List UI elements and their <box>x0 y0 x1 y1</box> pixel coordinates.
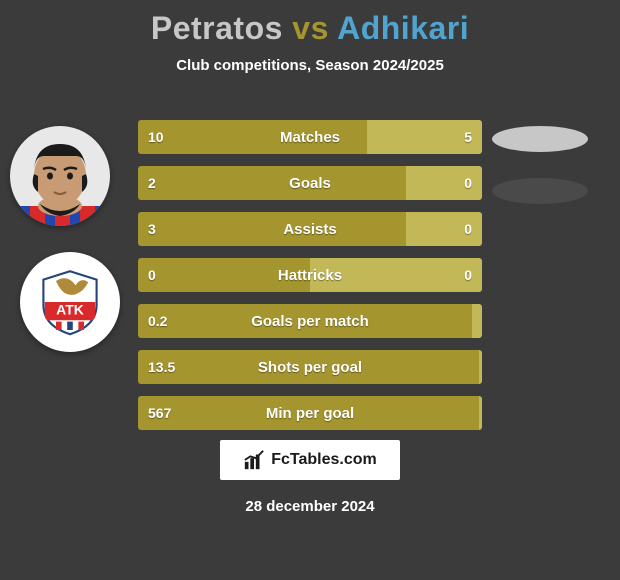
stat-label: Shots per goal <box>138 350 482 384</box>
badge-text: ATK <box>56 302 84 318</box>
club-badge: ATK <box>20 252 120 352</box>
page-title: Petratos vs Adhikari <box>0 0 620 47</box>
stat-row: Shots per goal13.5 <box>138 350 482 384</box>
stat-value-right: 0 <box>464 166 472 200</box>
stat-label: Matches <box>138 120 482 154</box>
badge-icon: ATK <box>35 267 105 337</box>
stat-label: Min per goal <box>138 396 482 430</box>
stat-value-right: 0 <box>464 212 472 246</box>
stat-label: Goals per match <box>138 304 482 338</box>
stat-value-right: 0 <box>464 258 472 292</box>
accent-ellipse <box>492 126 588 152</box>
stat-label: Goals <box>138 166 482 200</box>
stat-value-left: 0 <box>148 258 156 292</box>
stat-value-left: 567 <box>148 396 171 430</box>
footer-logo: FcTables.com <box>220 440 400 480</box>
stat-row: Min per goal567 <box>138 396 482 430</box>
comparison-infographic: Petratos vs Adhikari Club competitions, … <box>0 0 620 580</box>
avatar-icon <box>10 126 110 226</box>
player-avatar <box>10 126 110 226</box>
stat-value-left: 10 <box>148 120 164 154</box>
stat-value-left: 2 <box>148 166 156 200</box>
title-player-left: Petratos <box>151 10 283 46</box>
stat-row: Hattricks0 0 <box>138 258 482 292</box>
stat-row: Goals2 0 <box>138 166 482 200</box>
stat-value-right: 5 <box>464 120 472 154</box>
stat-label: Assists <box>138 212 482 246</box>
stat-row: Assists3 0 <box>138 212 482 246</box>
accent-ellipse <box>492 178 588 204</box>
footer-date: 28 december 2024 <box>0 498 620 515</box>
stat-bars: Matches105Goals20Assists30Hattricks00Goa… <box>138 120 482 442</box>
stat-row: Goals per match0.2 <box>138 304 482 338</box>
title-vs: vs <box>292 10 329 46</box>
stat-value-left: 13.5 <box>148 350 175 384</box>
title-player-right: Adhikari <box>337 10 469 46</box>
stat-label: Hattricks <box>138 258 482 292</box>
stat-value-left: 3 <box>148 212 156 246</box>
footer-logo-text: FcTables.com <box>271 451 377 469</box>
stat-value-left: 0.2 <box>148 304 167 338</box>
stat-row: Matches10 5 <box>138 120 482 154</box>
chart-icon <box>243 449 265 471</box>
subtitle: Club competitions, Season 2024/2025 <box>0 57 620 74</box>
